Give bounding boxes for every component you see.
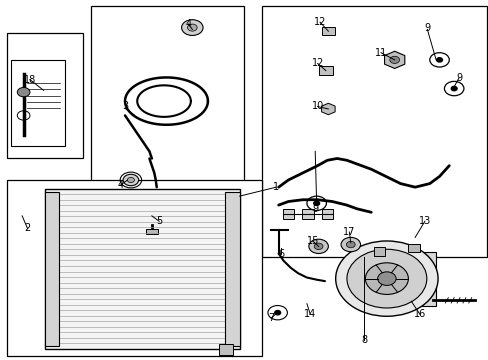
Text: 8: 8 [360, 334, 366, 345]
Text: 18: 18 [24, 75, 36, 85]
Bar [321, 27, 334, 36]
Bar [146, 229, 158, 234]
Bar [319, 66, 332, 75]
Text: 15: 15 [306, 236, 318, 246]
Circle shape [308, 239, 328, 253]
Circle shape [17, 87, 30, 97]
Circle shape [313, 201, 319, 206]
Text: 4: 4 [185, 19, 191, 29]
Bar [302, 209, 313, 220]
FancyBboxPatch shape [22, 74, 64, 117]
Bar [44, 189, 239, 348]
Circle shape [314, 243, 323, 249]
Circle shape [181, 20, 203, 36]
Text: 9: 9 [311, 204, 318, 214]
Text: 6: 6 [278, 248, 284, 258]
Text: 16: 16 [413, 310, 426, 319]
Text: 12: 12 [311, 58, 323, 68]
Text: 17: 17 [343, 227, 355, 237]
Bar [321, 209, 332, 220]
Bar [11, 60, 65, 146]
Circle shape [335, 241, 437, 316]
Circle shape [450, 86, 456, 91]
Bar [282, 209, 294, 220]
Bar [91, 6, 244, 257]
Bar [224, 192, 239, 346]
Circle shape [389, 56, 399, 63]
Circle shape [127, 177, 134, 183]
Circle shape [365, 263, 407, 294]
Bar [219, 344, 232, 355]
Bar [407, 244, 419, 252]
Circle shape [340, 237, 360, 252]
Text: 9: 9 [455, 73, 461, 83]
Text: 11: 11 [374, 48, 386, 58]
Text: 2: 2 [24, 224, 31, 233]
Bar [6, 180, 261, 356]
Bar [261, 6, 487, 257]
Text: 14: 14 [304, 310, 316, 319]
Text: 1: 1 [273, 182, 279, 192]
Bar [6, 33, 82, 158]
Bar [44, 192, 59, 346]
Text: 4: 4 [117, 180, 123, 190]
Text: 10: 10 [311, 102, 323, 112]
Text: 5: 5 [156, 216, 162, 226]
Circle shape [346, 249, 426, 308]
Text: 7: 7 [267, 313, 274, 323]
Bar [388, 252, 435, 306]
Bar [373, 247, 385, 256]
Circle shape [377, 272, 395, 285]
Circle shape [123, 174, 139, 186]
Circle shape [274, 311, 280, 315]
Text: 3: 3 [122, 102, 128, 112]
Circle shape [187, 24, 197, 31]
Circle shape [346, 241, 354, 248]
Text: 13: 13 [418, 216, 430, 226]
Circle shape [436, 58, 442, 62]
Text: 12: 12 [313, 17, 325, 27]
Text: 9: 9 [424, 23, 429, 33]
